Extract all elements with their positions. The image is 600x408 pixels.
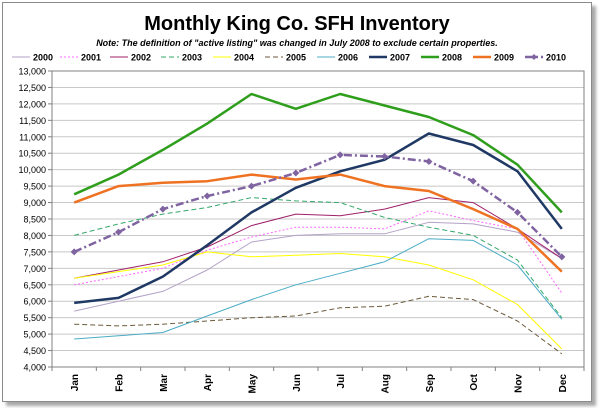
series-line-2004 [74, 251, 563, 350]
chart-subtitle: Note: The definition of "active listing"… [96, 38, 498, 48]
series-point-2010 [115, 228, 122, 236]
series-point-2010 [514, 208, 521, 216]
series-point-2010 [469, 177, 477, 185]
chart-frame: Monthly King Co. SFH Inventory Note: The… [2, 2, 592, 402]
x-tick-label: Apr [203, 374, 214, 391]
series-point-2010 [425, 157, 433, 165]
series-line-2006 [74, 238, 563, 340]
series-point-2010 [203, 192, 211, 200]
series-point-2010 [70, 248, 78, 256]
series-point-2010 [159, 205, 167, 213]
x-tick-label: May [248, 374, 259, 394]
y-tick-label: 13,000 [18, 67, 46, 77]
series-line-2010 [73, 153, 563, 258]
gridlines [52, 70, 584, 368]
legend-label-2009: 2009 [494, 53, 514, 63]
x-tick-label: Nov [514, 374, 525, 393]
legend-marker-2010 [531, 54, 537, 60]
y-tick-label: 12,500 [18, 83, 46, 93]
legend-label-2007: 2007 [390, 53, 410, 63]
legend-label-2002: 2002 [131, 53, 151, 63]
x-axis: Jan Feb Mar Apr May Jun Jul Aug Sep Oct Nov Dec [51, 367, 585, 394]
x-tick-label: Feb [115, 374, 126, 392]
y-tick-label: 9,000 [23, 198, 46, 208]
series-point-2010 [558, 253, 566, 261]
series-lines [70, 92, 566, 355]
series-line-2009 [73, 173, 563, 273]
y-tick-label: 4,000 [23, 363, 46, 373]
series-point-2010 [248, 182, 255, 190]
legend-label-2005: 2005 [286, 53, 306, 63]
y-tick-label: 10,500 [18, 149, 46, 159]
x-tick-label: Sep [425, 374, 436, 392]
x-tick-label: Jan [70, 374, 81, 391]
x-tick-label: Dec [558, 374, 569, 393]
y-tick-label: 6,500 [23, 280, 46, 290]
x-tick-label: Aug [381, 374, 392, 393]
y-tick-label: 10,000 [18, 165, 46, 175]
series-line-2002 [74, 197, 563, 279]
series-line-2003 [74, 197, 563, 319]
y-tick-label: 7,000 [23, 264, 46, 274]
y-tick-label: 5,500 [23, 313, 46, 323]
y-tick-label: 11,500 [19, 116, 46, 126]
series-point-2010 [292, 169, 300, 177]
y-tick-label: 5,000 [23, 330, 46, 340]
legend-label-2006: 2006 [338, 53, 358, 63]
x-tick-label: Oct [469, 373, 480, 390]
x-tick-label: Jun [292, 374, 303, 392]
x-tick-label: Jul [336, 374, 347, 389]
plot-area-border [51, 70, 585, 368]
y-tick-label: 6,000 [23, 297, 46, 307]
legend-label-2000: 2000 [33, 53, 53, 63]
series-line-2007 [74, 132, 563, 305]
series-point-2010 [381, 153, 388, 161]
series-line-2005 [74, 295, 563, 355]
y-tick-label: 9,500 [23, 182, 46, 192]
y-tick-label: 4,500 [23, 346, 46, 356]
y-tick-label: 8,500 [23, 215, 46, 225]
y-tick-label: 8,000 [23, 231, 46, 241]
legend-label-2003: 2003 [182, 53, 202, 63]
y-tick-label: 11,000 [19, 132, 46, 142]
series-line-2000 [74, 221, 563, 312]
series-line-2008 [73, 92, 563, 214]
series-point-2010 [336, 151, 344, 159]
legend: 2000 2001 2002 2003 2004 2005 2006 2007 2008 2009… [12, 53, 566, 63]
y-tick-label: 12,000 [18, 99, 46, 109]
legend-label-2001: 2001 [81, 53, 101, 63]
x-tick-label: Mar [159, 374, 170, 392]
legend-label-2010: 2010 [546, 53, 566, 63]
legend-label-2004: 2004 [234, 53, 254, 63]
y-tick-label: 7,500 [23, 247, 46, 257]
chart-title: Monthly King Co. SFH Inventory [144, 13, 450, 35]
y-axis: 4,000 4,500 5,000 5,500 6,000 6,500 7,000 7,500… [18, 67, 52, 373]
legend-label-2008: 2008 [442, 53, 462, 63]
